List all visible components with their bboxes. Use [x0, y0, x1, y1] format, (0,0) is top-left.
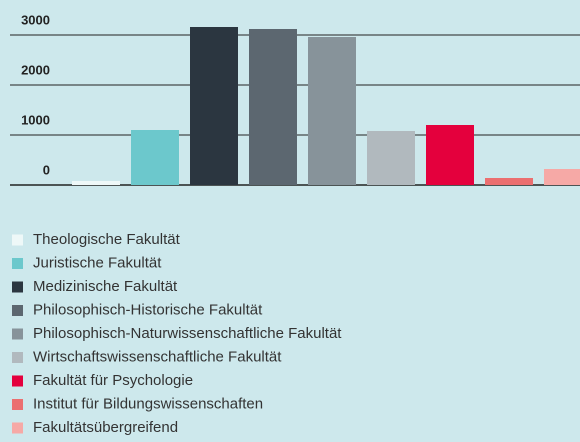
legend-label: Wirtschaftswissenschaftliche Fakultät	[33, 348, 282, 365]
legend-label: Philosophisch-Historische Fakultät	[33, 301, 263, 318]
legend-swatch	[12, 234, 23, 246]
legend-swatch	[12, 352, 23, 363]
legend-swatch	[12, 305, 23, 316]
y-tick-label: 1000	[21, 112, 50, 127]
bar	[190, 27, 238, 185]
legend-swatch	[12, 399, 23, 410]
legend-swatch	[12, 258, 23, 269]
legend-swatch	[12, 281, 23, 293]
y-tick-label: 3000	[21, 12, 50, 27]
bar	[485, 178, 533, 185]
bar	[367, 131, 415, 185]
legend-label: Fakultätsübergreifend	[33, 419, 178, 436]
legend-swatch	[12, 328, 23, 340]
y-tick-label: 2000	[21, 62, 50, 77]
bar	[544, 169, 580, 185]
bar	[308, 37, 356, 185]
legend-label: Fakultät für Psychologie	[33, 372, 193, 389]
bar	[249, 29, 297, 185]
legend-label: Medizinische Fakultät	[33, 278, 178, 295]
bar	[72, 181, 120, 185]
legend-swatch	[12, 422, 23, 434]
bar	[131, 130, 179, 185]
legend-label: Philosophisch-Naturwissenschaftliche Fak…	[33, 325, 342, 342]
bar	[426, 125, 474, 185]
legend-label: Institut für Bildungswissenschaften	[33, 395, 263, 412]
legend-label: Theologische Fakultät	[33, 231, 181, 248]
legend-swatch	[12, 375, 23, 387]
legend-label: Juristische Fakultät	[33, 254, 162, 271]
y-tick-label: 0	[43, 162, 50, 177]
